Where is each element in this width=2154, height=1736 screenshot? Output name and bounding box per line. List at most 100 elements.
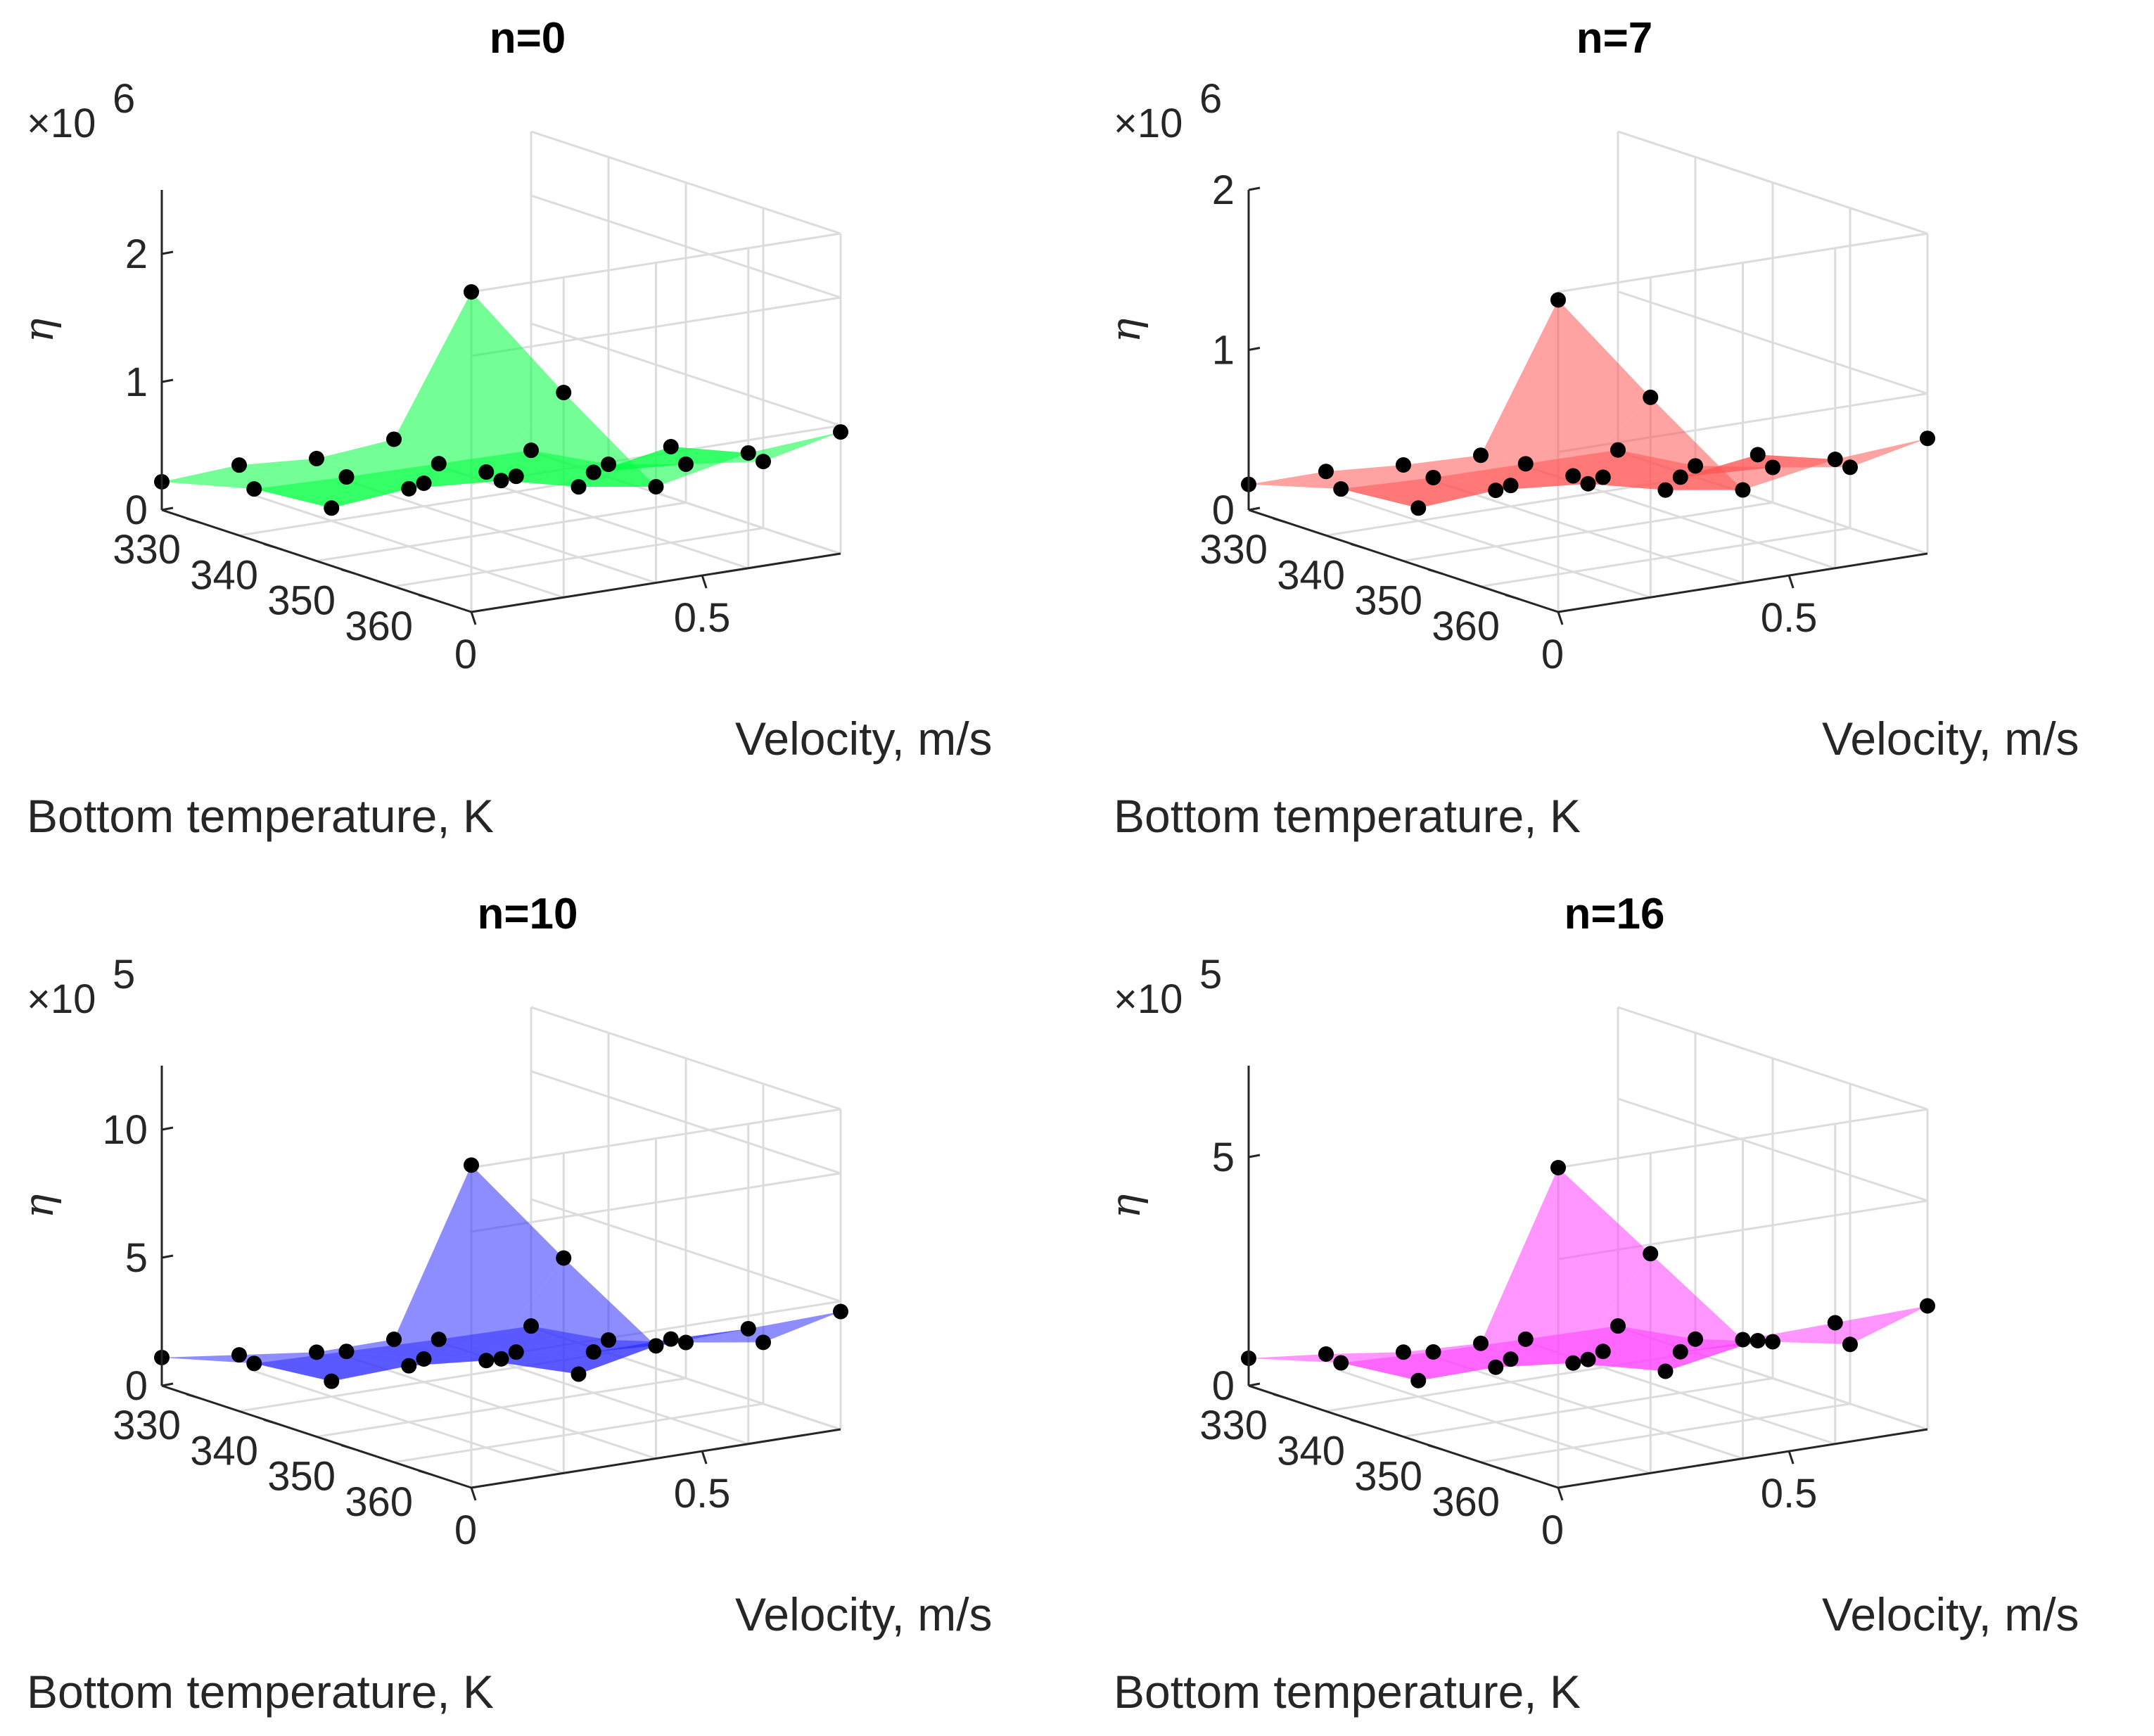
temperature-tick-mark (340, 568, 356, 575)
data-point (246, 481, 262, 497)
z-exponent-label: ×10 (1114, 976, 1183, 1022)
z-tick-label: 5 (125, 1235, 148, 1281)
z-tick-label: 0 (125, 487, 148, 533)
data-point (756, 454, 771, 470)
data-point (464, 284, 479, 300)
surface-patch (1510, 1351, 1681, 1360)
velocity-tick-mark (1557, 1487, 1564, 1501)
data-point (523, 442, 539, 459)
z-tick-mark (1248, 347, 1261, 351)
velocity-axis-label: Velocity, m/s (735, 1588, 993, 1640)
data-point (416, 475, 432, 491)
data-point (1550, 1160, 1566, 1175)
velocity-tick-label: 0 (1541, 632, 1564, 677)
grid-line (393, 527, 764, 588)
temperature-tick-label: 330 (113, 1403, 181, 1448)
data-point (464, 1157, 479, 1173)
data-point (1595, 1344, 1611, 1360)
surface-patch (1757, 1306, 1927, 1345)
data-point (571, 1366, 587, 1382)
surface-patch (1602, 466, 1773, 478)
grid-line (530, 1198, 841, 1303)
grid-line (471, 1172, 841, 1233)
velocity-axis-label: Velocity, m/s (1822, 713, 2079, 765)
grid-line (530, 1070, 841, 1175)
data-point (1396, 457, 1411, 473)
chart-title: n=10 (477, 890, 578, 938)
data-point (740, 1320, 756, 1336)
temperature-tick-label: 340 (190, 552, 258, 598)
surface-patch (516, 464, 686, 477)
data-point (1410, 500, 1427, 516)
grid-line (1617, 1097, 1928, 1202)
z-tick-label: 2 (1212, 167, 1235, 213)
data-point (523, 1318, 539, 1334)
data-point (401, 480, 417, 497)
velocity-tick-mark (1787, 575, 1795, 589)
z-tick-label: 0 (1212, 487, 1235, 533)
velocity-tick-label: 0.5 (1761, 595, 1818, 641)
data-point (585, 1344, 601, 1360)
data-point (1580, 1351, 1596, 1367)
data-point (1920, 1298, 1935, 1314)
data-point (1750, 1333, 1766, 1348)
surface-patch (670, 432, 841, 462)
data-point (1565, 468, 1581, 484)
surface-patch (409, 1358, 579, 1374)
temperature-tick-label: 350 (1354, 1454, 1422, 1500)
surface-patch (501, 447, 671, 487)
data-point (1473, 1335, 1489, 1351)
data-point (1425, 1344, 1441, 1360)
data-point (309, 1344, 324, 1360)
data-point (1517, 456, 1534, 472)
grid-line (1480, 527, 1851, 588)
data-point (338, 469, 355, 485)
z-tick-mark (1248, 186, 1261, 191)
surface-patch (1588, 454, 1758, 490)
surface-patch (394, 292, 564, 472)
surface-patch (1757, 438, 1927, 468)
surface-patch (1249, 1354, 1419, 1381)
data-point (585, 464, 601, 480)
temperature-tick-mark (1427, 1444, 1443, 1451)
temperature-tick-label: 360 (1432, 1479, 1500, 1525)
data-point (309, 450, 324, 466)
data-point (1765, 1334, 1780, 1350)
data-point (556, 385, 572, 401)
data-point (1920, 430, 1935, 447)
grid-line (530, 322, 841, 427)
data-point (740, 445, 756, 461)
temperature-tick-label: 350 (267, 1454, 336, 1500)
temperature-tick-mark (1350, 1418, 1365, 1425)
velocity-tick-label: 0 (454, 632, 477, 677)
data-point (1842, 1336, 1858, 1353)
data-point (1735, 482, 1751, 498)
data-point (493, 1351, 509, 1367)
z-tick-label: 0 (1212, 1363, 1235, 1409)
velocity-axis-line (471, 552, 841, 613)
z-exponent-power: 6 (113, 76, 135, 122)
surface-patch (593, 1339, 763, 1352)
grid-line (316, 502, 687, 562)
temperature-tick-label: 330 (1199, 527, 1268, 573)
temperature-tick-mark (1273, 517, 1288, 524)
surface-patch (1433, 464, 1603, 486)
grid-line (530, 194, 841, 299)
surface-patch (1341, 1352, 1511, 1381)
data-point (1610, 442, 1626, 458)
data-point (508, 1344, 524, 1360)
data-point (1750, 447, 1766, 463)
data-point (1318, 1346, 1334, 1362)
grid-line (1403, 502, 1773, 562)
temperature-tick-mark (1505, 594, 1520, 601)
grid-line (471, 296, 841, 357)
data-point (1688, 458, 1703, 474)
surface-patch (254, 1351, 424, 1381)
data-point (1643, 1246, 1659, 1262)
temperature-tick-label: 360 (1432, 604, 1500, 649)
data-point (386, 1332, 402, 1348)
